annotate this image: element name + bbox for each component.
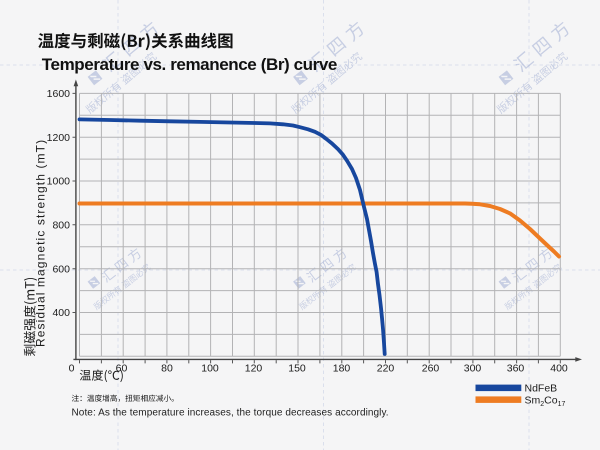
svg-text:100: 100 bbox=[201, 362, 219, 374]
svg-text:400: 400 bbox=[550, 362, 568, 374]
svg-text:60: 60 bbox=[116, 362, 128, 374]
svg-text:260: 260 bbox=[422, 362, 440, 374]
svg-text:Note: As the temperature incre: Note: As the temperature increases, the … bbox=[72, 407, 389, 418]
svg-text:150: 150 bbox=[288, 362, 306, 374]
svg-text:0: 0 bbox=[69, 362, 75, 374]
svg-text:1600: 1600 bbox=[47, 88, 71, 100]
svg-text:360: 360 bbox=[507, 362, 525, 374]
svg-text:300: 300 bbox=[464, 362, 482, 374]
svg-text:800: 800 bbox=[52, 220, 70, 232]
svg-text:Temperature vs. remanence (Br): Temperature vs. remanence (Br) curve bbox=[42, 55, 337, 74]
svg-text:180: 180 bbox=[333, 362, 351, 374]
svg-text:1000: 1000 bbox=[47, 176, 71, 188]
svg-text:600: 600 bbox=[52, 263, 70, 275]
svg-text:Residual magnetic strength (mT: Residual magnetic strength (mT) bbox=[33, 139, 47, 347]
svg-text:220: 220 bbox=[377, 362, 395, 374]
svg-text:1200: 1200 bbox=[47, 132, 71, 144]
svg-text:NdFeB: NdFeB bbox=[525, 383, 558, 395]
svg-text:80: 80 bbox=[161, 362, 173, 374]
svg-text:400: 400 bbox=[52, 307, 70, 319]
svg-text:120: 120 bbox=[245, 362, 263, 374]
svg-text:Sm2Co17: Sm2Co17 bbox=[525, 395, 566, 408]
